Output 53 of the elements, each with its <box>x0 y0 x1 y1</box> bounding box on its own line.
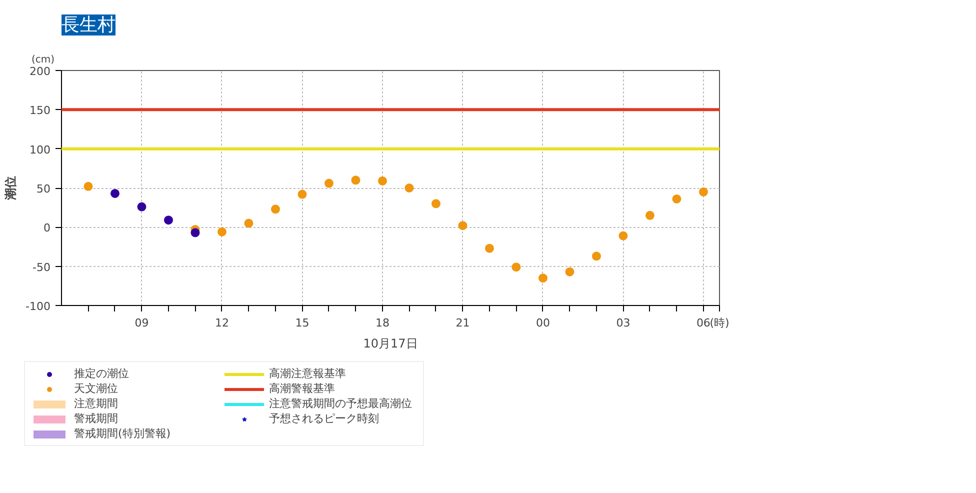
point <box>404 184 414 192</box>
point <box>190 228 200 238</box>
point <box>672 194 682 204</box>
point <box>484 244 494 253</box>
point <box>84 182 93 191</box>
point <box>592 252 601 261</box>
point <box>164 216 173 225</box>
legend-label: 注意期間 <box>74 396 119 411</box>
point <box>698 187 708 196</box>
point <box>244 218 254 228</box>
y-tick-label: -50 <box>32 260 50 274</box>
legend-label: 高潮警報基準 <box>269 381 336 396</box>
point <box>645 210 654 220</box>
y-tick-label: -100 <box>26 300 51 313</box>
y-tick-label: 200 <box>30 65 51 78</box>
point <box>512 262 521 272</box>
x-tick-label: 18 <box>375 316 390 330</box>
x-tick-label: 00 <box>536 316 550 330</box>
x-tick-label: 12 <box>214 316 229 330</box>
x-tick-label: 09 <box>134 316 149 330</box>
point <box>351 176 360 185</box>
point <box>458 221 468 230</box>
point <box>110 188 120 198</box>
text: (cm) <box>32 54 55 66</box>
y-tick-label: 150 <box>30 104 51 118</box>
point <box>217 227 226 236</box>
x-tick-label: 15 <box>295 316 310 330</box>
legend-label: 警戒期間(特別警報) <box>74 426 172 441</box>
legend-label: 天文潮位 <box>74 381 119 396</box>
y-tick-label: 0 <box>44 222 50 235</box>
point <box>270 204 280 214</box>
chart-title: 長生村 <box>62 14 116 36</box>
point <box>538 274 548 283</box>
legend-label: 警戒期間 <box>74 411 119 426</box>
x-tick-label: 06 <box>696 316 710 330</box>
point <box>378 176 387 186</box>
text: (時) <box>710 316 730 330</box>
y-axis-title: 潮位 <box>4 176 18 201</box>
point <box>618 231 628 240</box>
x-tick-label: 21 <box>456 316 470 330</box>
point <box>298 190 307 199</box>
x-axis-title: 10月17日 <box>363 336 418 350</box>
point <box>137 202 146 212</box>
point <box>324 178 334 188</box>
point <box>431 199 440 208</box>
legend-label: 高潮注意報基準 <box>269 366 347 381</box>
legend-label: 注意警戒期間の予想最高潮位 <box>269 396 413 411</box>
y-tick-label: 50 <box>36 182 51 196</box>
legend-label: 推定の潮位 <box>74 366 130 381</box>
legend-label: 予想されるピーク時刻 <box>269 411 380 426</box>
y-tick-label: 100 <box>30 143 51 156</box>
x-tick-label: 03 <box>616 316 630 330</box>
point <box>565 267 574 276</box>
